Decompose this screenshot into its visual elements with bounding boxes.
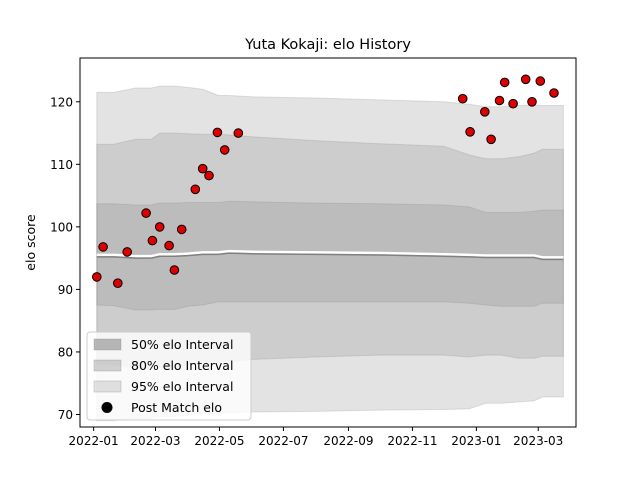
band-50 bbox=[96, 200, 564, 311]
post-match-elo-point bbox=[233, 128, 244, 138]
legend-swatch-band bbox=[93, 359, 122, 372]
post-match-elo-point bbox=[499, 77, 510, 88]
post-match-elo-point bbox=[113, 278, 123, 289]
x-tick-label: 2022-01 bbox=[69, 434, 119, 448]
legend-label: 80% elo Interval bbox=[131, 358, 233, 373]
y-tick-label: 110 bbox=[50, 158, 73, 172]
x-tick-label: 2022-09 bbox=[323, 434, 373, 448]
legend-label: 50% elo Interval bbox=[131, 337, 233, 352]
x-tick-label: 2022-03 bbox=[130, 434, 180, 448]
post-match-elo-point bbox=[204, 170, 214, 181]
post-match-elo-point bbox=[457, 93, 468, 104]
post-match-elo-point bbox=[141, 208, 151, 218]
x-tick-label: 2022-07 bbox=[258, 434, 308, 448]
legend-label: Post Match elo bbox=[131, 400, 222, 415]
chart-title: Yuta Kokaji: elo History bbox=[244, 37, 411, 53]
y-tick-label: 100 bbox=[50, 220, 73, 234]
post-match-elo-point bbox=[549, 88, 559, 98]
post-match-elo-point bbox=[98, 242, 108, 252]
x-tick-label: 2022-05 bbox=[194, 434, 244, 448]
legend-swatch-band bbox=[93, 338, 122, 351]
post-match-elo-point bbox=[122, 247, 132, 257]
mean-highlight-line bbox=[96, 249, 564, 259]
mean-elo-line bbox=[96, 252, 564, 261]
x-tick-label: 2023-03 bbox=[513, 434, 563, 448]
legend: 50% elo Interval 80% elo Interval 95% elo … bbox=[86, 331, 252, 421]
axes-frame bbox=[79, 57, 577, 428]
y-tick-label: 80 bbox=[58, 345, 73, 359]
post-match-elo-point bbox=[212, 127, 223, 138]
post-match-elo-point bbox=[154, 222, 165, 232]
post-match-elo-point bbox=[164, 240, 174, 251]
y-tick-label: 90 bbox=[58, 283, 73, 297]
legend-box bbox=[86, 331, 252, 421]
x-tick-label: 2023-01 bbox=[451, 434, 501, 448]
post-match-elo-point bbox=[465, 127, 475, 137]
y-tick-label: 120 bbox=[50, 95, 73, 109]
y-axis-label: elo score bbox=[23, 214, 38, 271]
post-match-elo-point bbox=[486, 134, 496, 145]
post-match-elo-point bbox=[147, 235, 158, 246]
post-match-elo-point bbox=[508, 98, 518, 109]
x-tick-label: 2022-11 bbox=[387, 434, 437, 448]
legend-label: 95% elo Interval bbox=[131, 379, 233, 394]
post-match-elo-point bbox=[535, 76, 546, 86]
legend-swatch-band bbox=[93, 380, 122, 393]
post-match-elo-point bbox=[480, 107, 490, 117]
tick-layer: 2022-01 2022-03 2022-05 2022-07 2022-09 2022-… bbox=[50, 95, 563, 448]
post-match-elo-point bbox=[176, 224, 187, 235]
post-match-elo-point bbox=[190, 184, 201, 195]
legend-marker-point bbox=[101, 402, 113, 413]
y-tick-label: 70 bbox=[58, 408, 73, 422]
post-match-elo-point bbox=[527, 97, 537, 107]
post-match-elo-point bbox=[494, 95, 505, 106]
post-match-elo-point bbox=[92, 272, 102, 282]
post-match-elo-point bbox=[197, 163, 208, 174]
post-match-elo-point bbox=[520, 74, 531, 85]
post-match-elo-point bbox=[219, 145, 230, 155]
post-match-elo-point bbox=[169, 265, 180, 275]
